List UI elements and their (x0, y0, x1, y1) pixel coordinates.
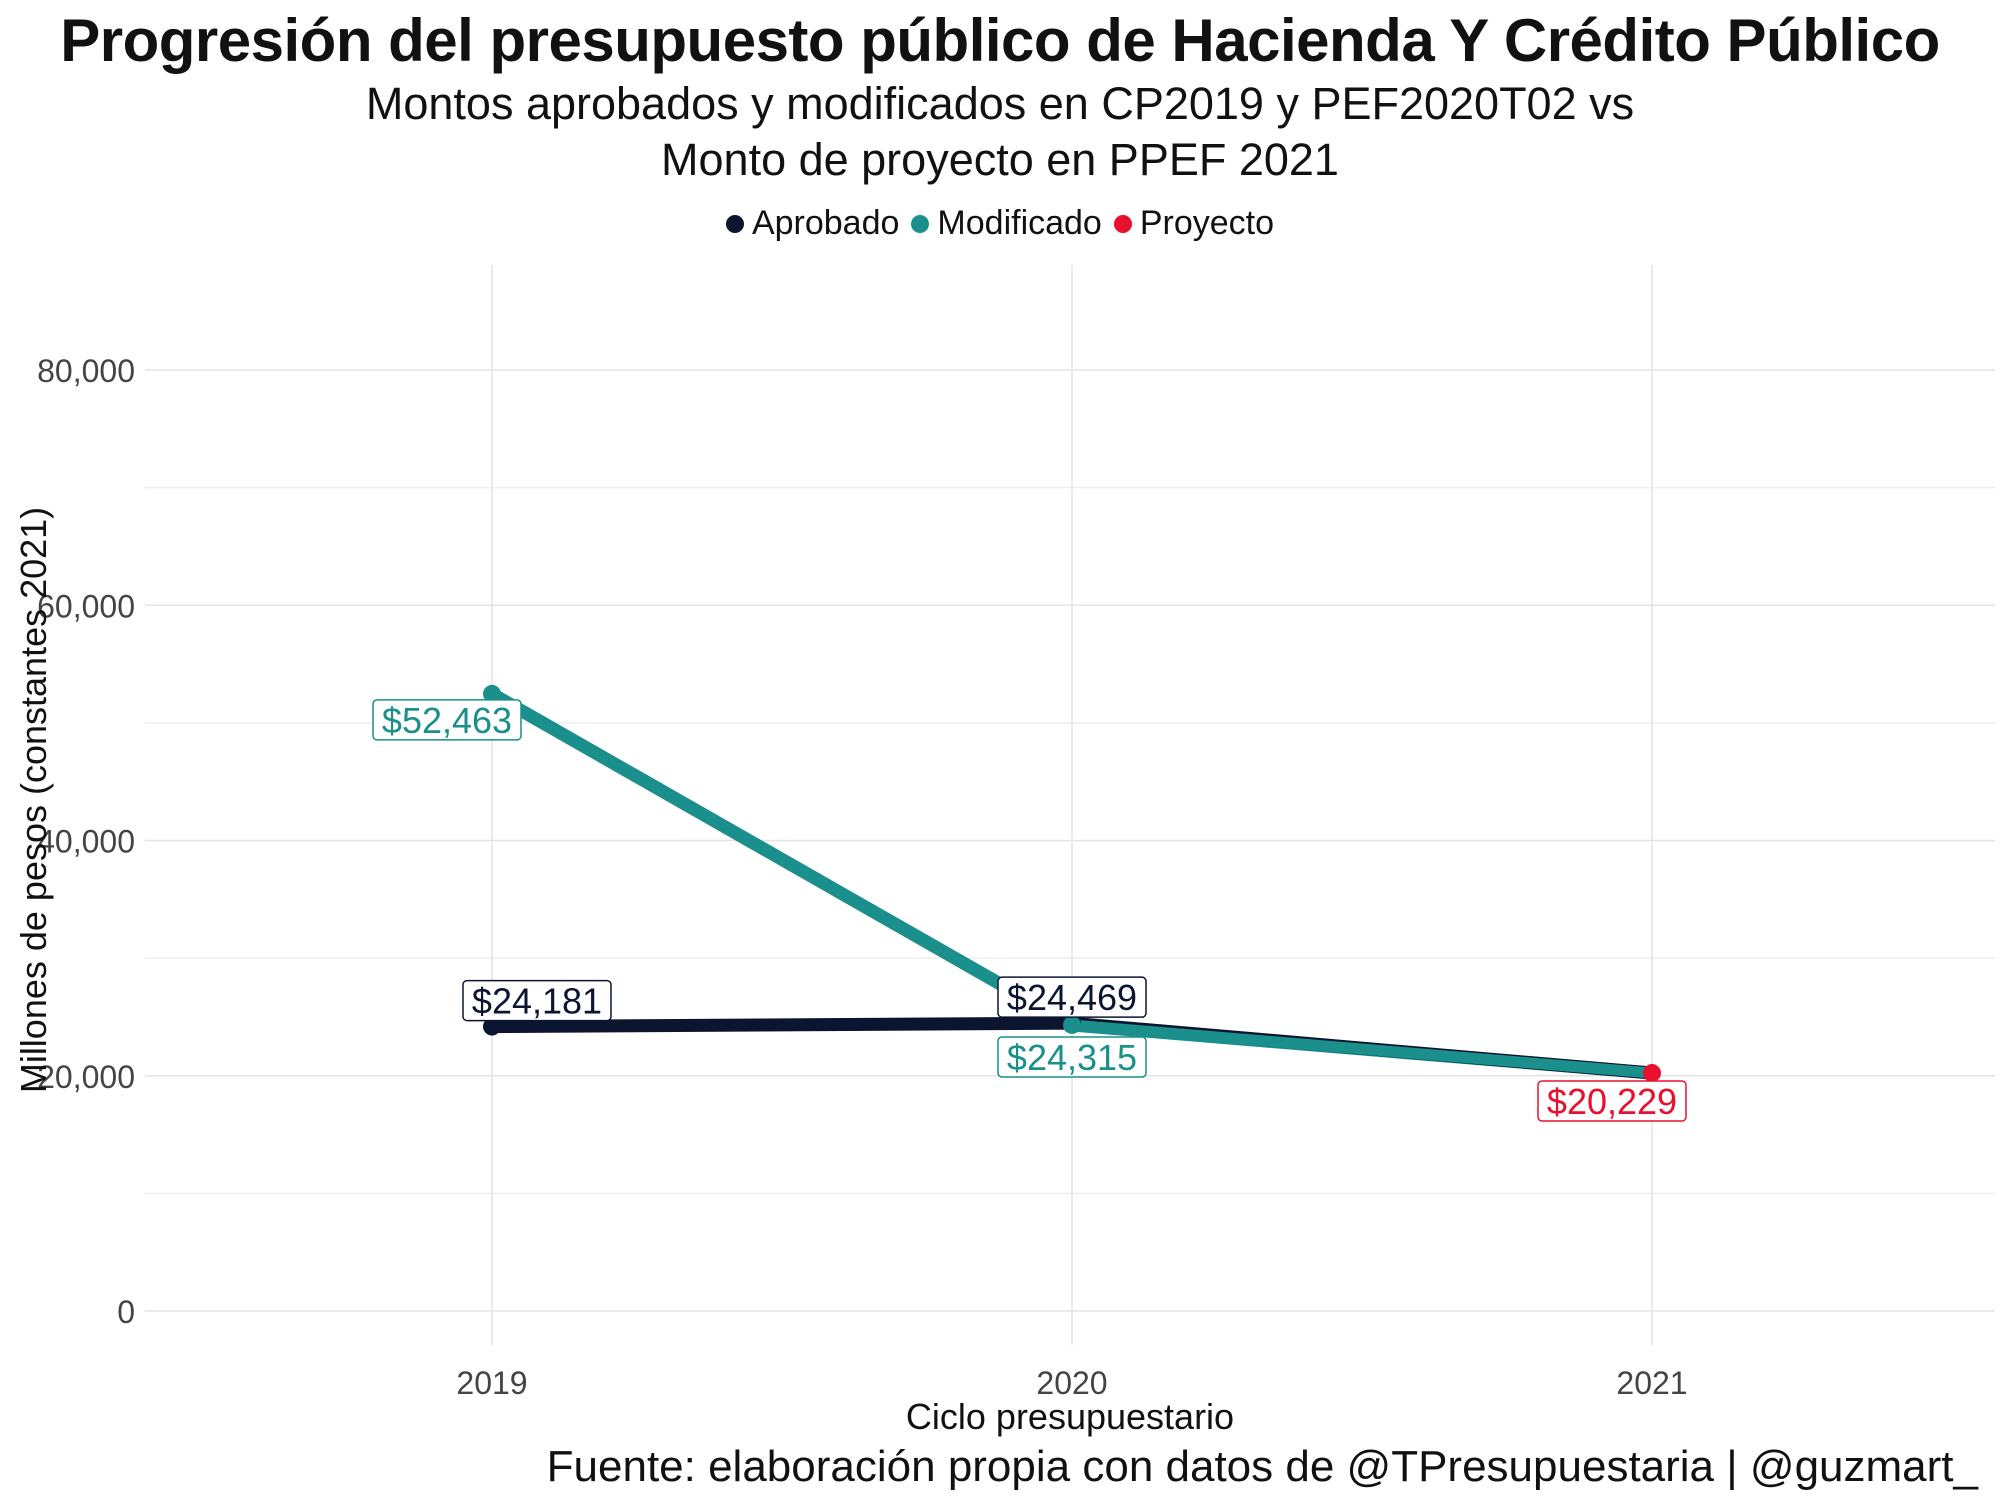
chart-title: Progresión del presupuesto público de Ha… (60, 7, 1940, 74)
subtitle-line-1: Montos aprobados y modificados en CP2019… (365, 78, 1635, 129)
data-label-aprobado: $24,181 (462, 979, 612, 1022)
data-label-proyecto: $20,229 (1537, 1080, 1687, 1122)
legend-key-modificado (911, 214, 930, 233)
data-label-text: $24,315 (1007, 1037, 1137, 1078)
source-caption: Fuente: elaboración propia con datos de … (546, 1442, 1978, 1491)
x-axis-label: Ciclo presupuestario (905, 1396, 1235, 1437)
y-tick-label: 60,000 (37, 588, 135, 624)
data-label-box (997, 1036, 1147, 1078)
y-tick-label: 40,000 (37, 824, 135, 860)
y-tick-label: 20,000 (37, 1059, 135, 1095)
legend-key-aprobado (725, 214, 744, 233)
x-tick-label: 2020 (1036, 1365, 1107, 1401)
legend-item-proyecto: Proyecto (1113, 204, 1275, 243)
subtitle-line-2: Monto de proyecto en PPEF 2021 (661, 134, 1339, 185)
x-tick-label: 2021 (1616, 1365, 1687, 1401)
legend-key-proyecto (1113, 214, 1132, 233)
y-axis-label: Millones de pesos (constantes 2021) (13, 506, 54, 1094)
legend-label-proyecto: Proyecto (1139, 204, 1275, 242)
data-point-modificado (483, 684, 501, 703)
data-label-box (1537, 1080, 1687, 1122)
data-label-text: $24,469 (1007, 977, 1137, 1018)
chart-subtitle: Montos aprobados y modificados en CP2019… (0, 76, 2000, 188)
data-label-modificado: $24,315 (997, 1036, 1147, 1078)
data-point-modificado (1063, 1015, 1081, 1034)
y-tick-label: 80,000 (37, 353, 135, 389)
legend-item-aprobado: Aprobado (725, 204, 900, 243)
data-label-modificado: $52,463 (372, 699, 522, 741)
x-tick-label: 2019 (456, 1365, 527, 1401)
data-label-aprobado: $24,469 (997, 976, 1147, 1018)
data-point-proyecto (1643, 1064, 1661, 1083)
legend-item-modificado: Modificado (911, 204, 1102, 243)
data-label-text: $24,181 (472, 981, 602, 1022)
legend-label-modificado: Modificado (937, 204, 1102, 242)
data-label-box (372, 699, 522, 741)
data-point-aprobado (483, 1017, 501, 1036)
data-label-text: $52,463 (382, 700, 512, 741)
y-tick-label: 0 (117, 1294, 135, 1330)
data-label-box (997, 976, 1147, 1018)
data-label-text: $20,229 (1547, 1081, 1677, 1122)
legend-label-aprobado: Aprobado (751, 204, 900, 242)
legend: Aprobado Modificado Proyecto (0, 204, 2000, 243)
data-label-box (462, 979, 612, 1022)
series-line-modificado-segment (1066, 1019, 1658, 1079)
